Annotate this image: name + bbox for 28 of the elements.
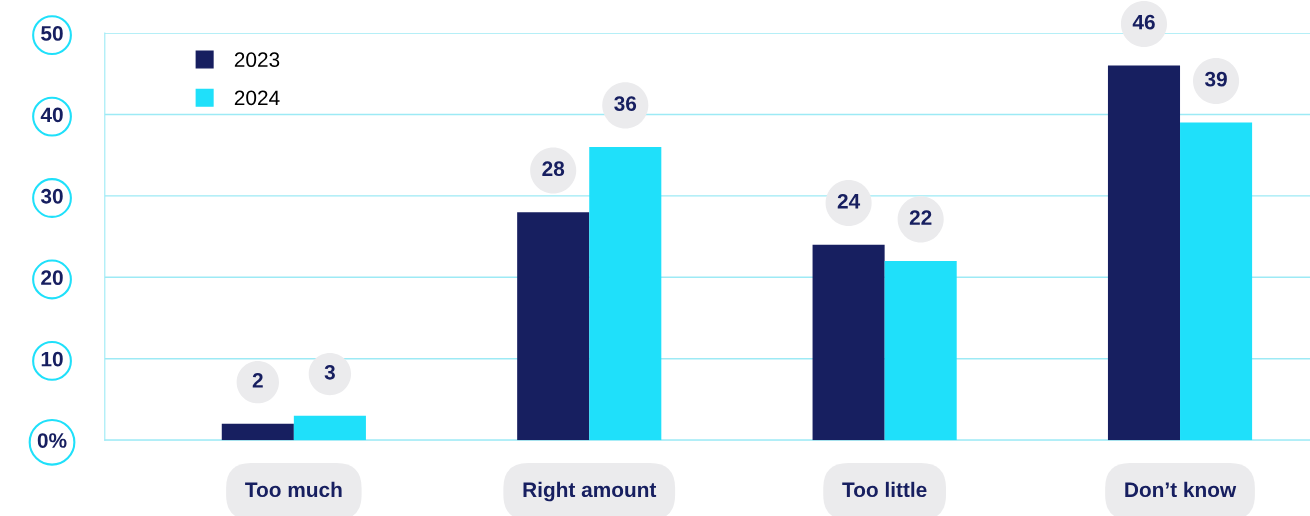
x-tick-label: Too much bbox=[245, 481, 342, 498]
y-tick-label: 50 bbox=[41, 26, 63, 41]
bar bbox=[1180, 122, 1253, 441]
data-label: 24 bbox=[837, 193, 861, 209]
bar bbox=[884, 261, 957, 441]
data-label: 36 bbox=[614, 96, 637, 111]
data-label: 3 bbox=[324, 364, 335, 380]
data-label: 28 bbox=[542, 161, 565, 177]
x-tick-label: Right amount bbox=[523, 481, 657, 502]
y-tick-label: 10 bbox=[41, 351, 63, 367]
y-tick-label: 30 bbox=[40, 188, 63, 204]
legend-label: 2024 bbox=[234, 90, 280, 106]
x-tick-label: Don’t know bbox=[1125, 481, 1237, 498]
bar bbox=[589, 147, 662, 441]
y-tick-label: 20 bbox=[41, 270, 63, 286]
data-label: 46 bbox=[1132, 14, 1155, 30]
legend-label: 2023 bbox=[234, 52, 280, 68]
y-tick-label: 40 bbox=[40, 107, 63, 123]
bar bbox=[221, 423, 294, 441]
bar bbox=[293, 415, 366, 441]
data-label: 39 bbox=[1204, 71, 1227, 87]
data-label: 22 bbox=[909, 210, 932, 225]
x-tick-label: Too little bbox=[842, 481, 927, 498]
bar bbox=[517, 212, 590, 441]
data-label: 2 bbox=[252, 373, 263, 388]
bar bbox=[812, 244, 885, 441]
y-tick-label: 0% bbox=[37, 433, 67, 448]
bar bbox=[1107, 65, 1181, 441]
